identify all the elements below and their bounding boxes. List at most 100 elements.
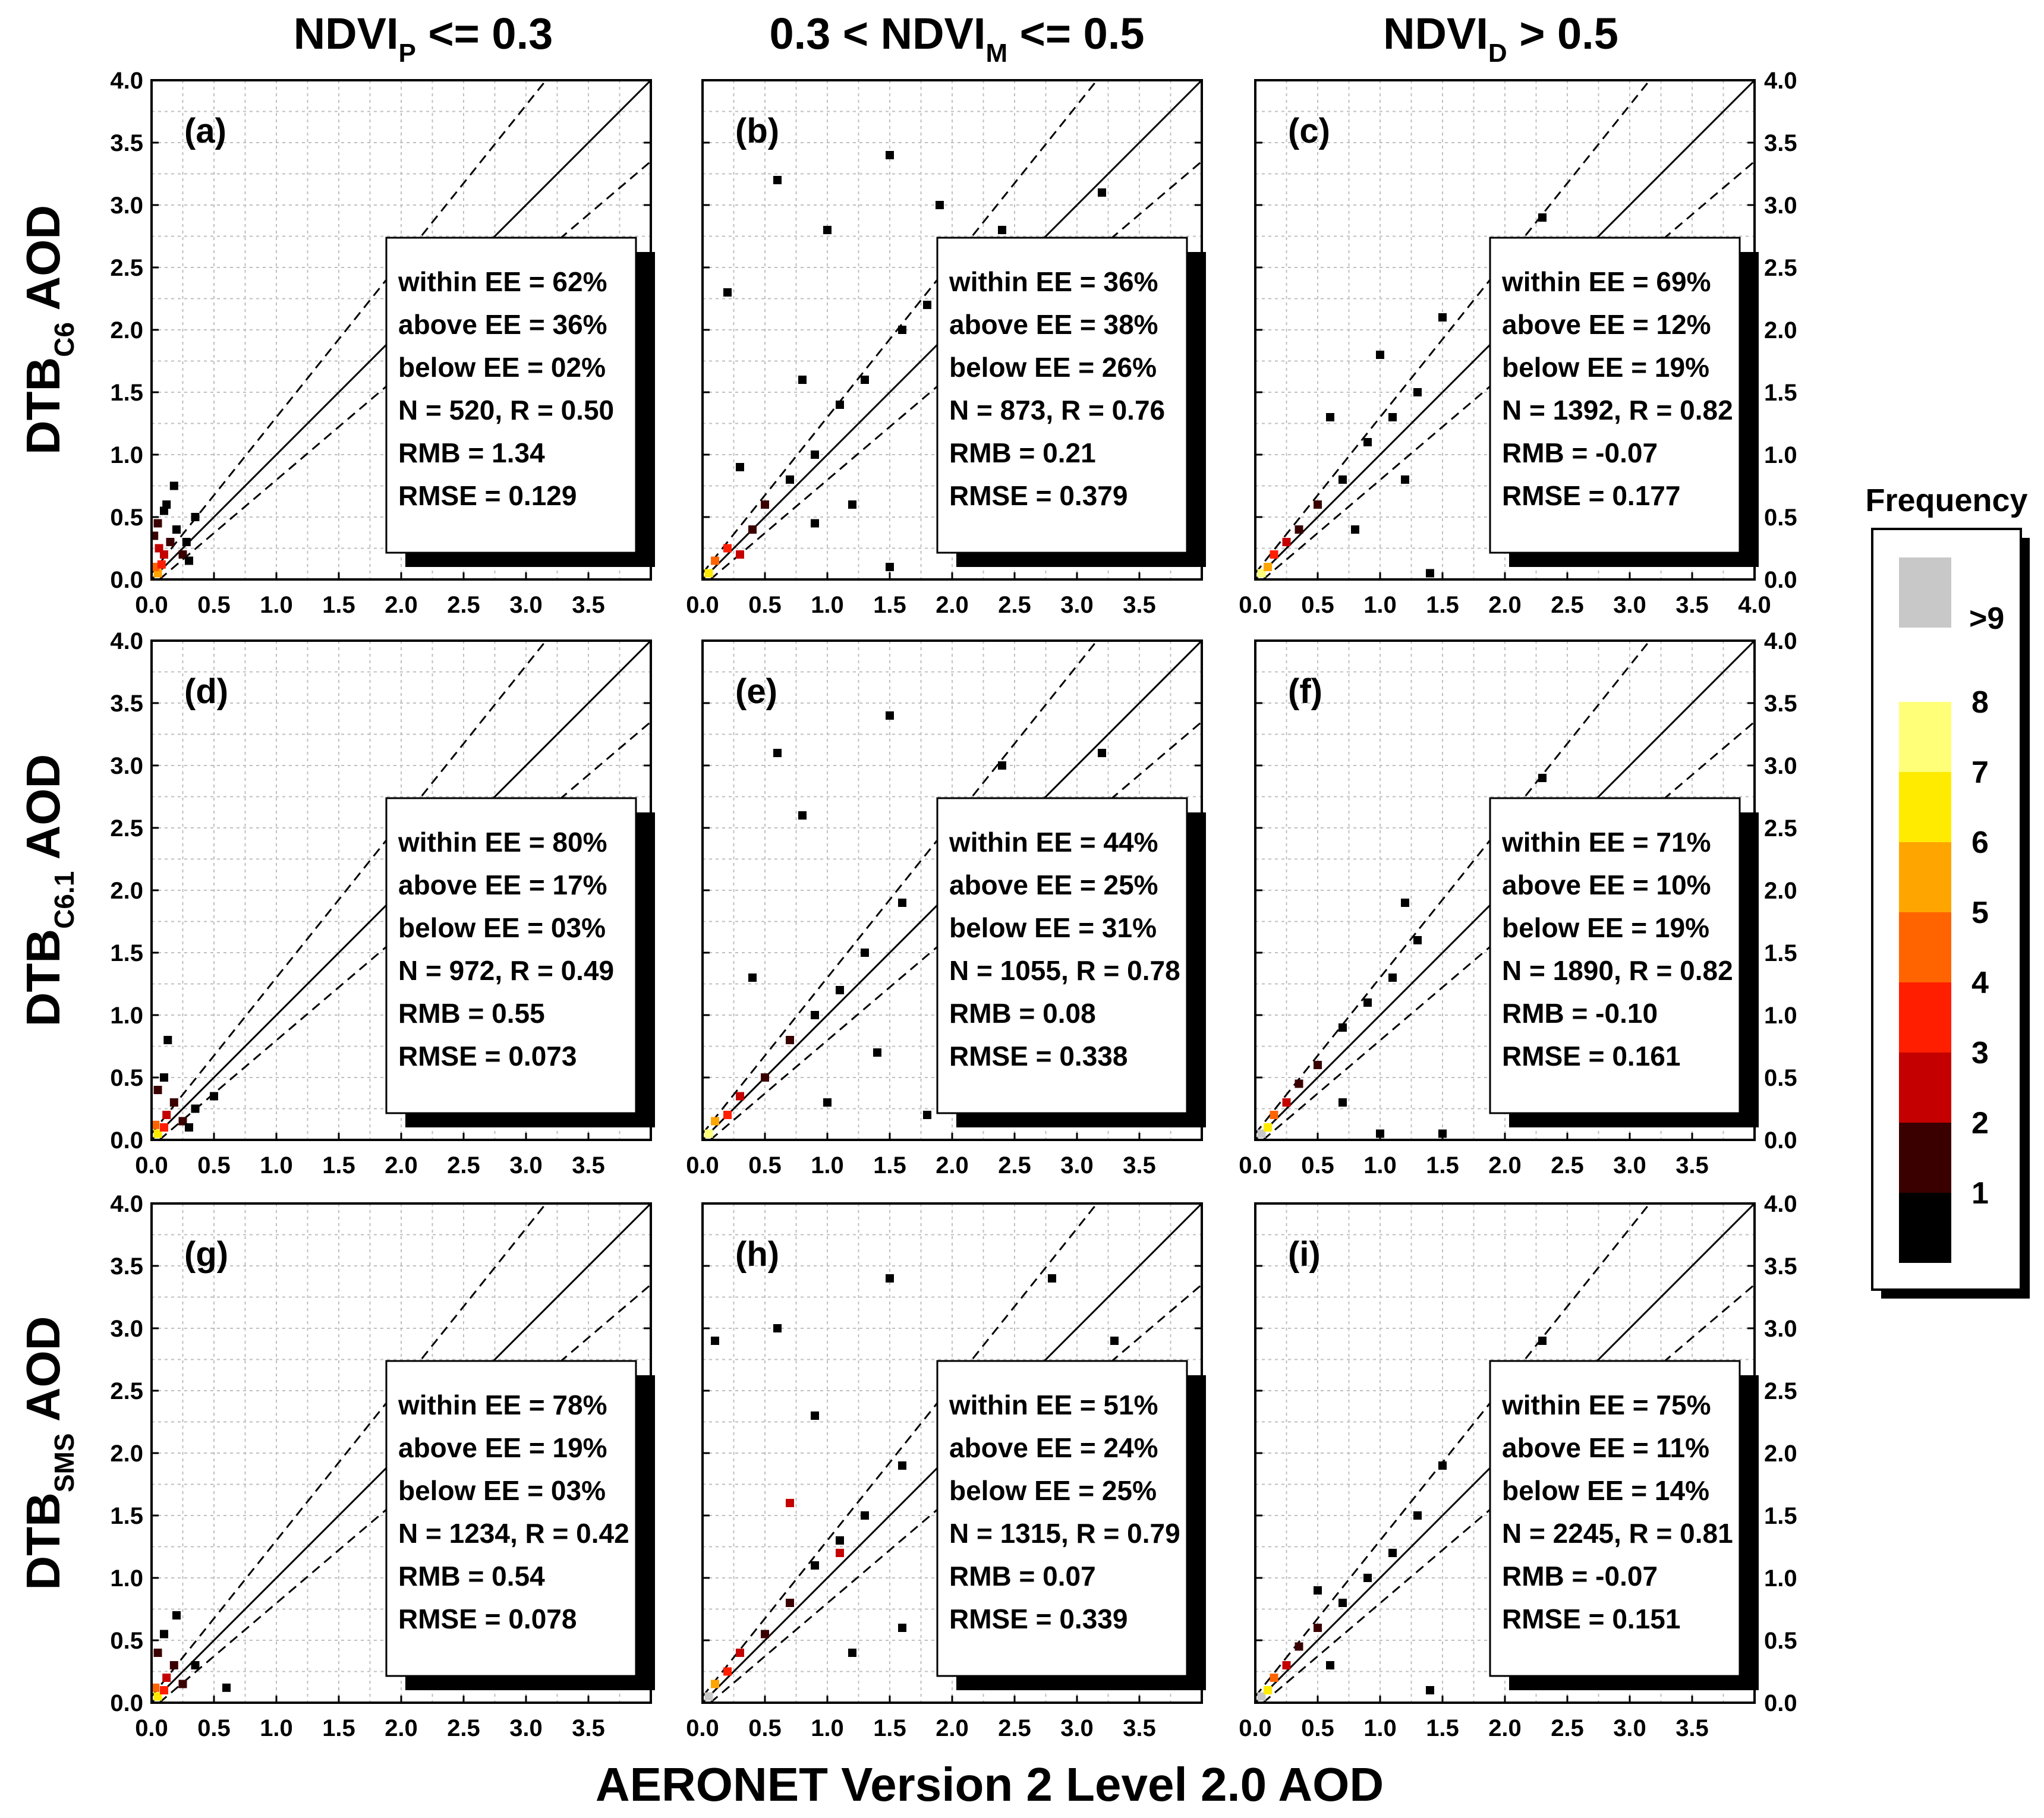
x-tick-label: 0.0 <box>135 1152 168 1179</box>
y-tick-label: 2.5 <box>110 1378 143 1404</box>
y-tick-label: 3.0 <box>110 1316 143 1342</box>
data-point <box>162 1674 171 1682</box>
y-tick-label: 2.5 <box>110 255 143 281</box>
data-point <box>748 973 757 982</box>
x-tick-label: 2.0 <box>385 1715 418 1741</box>
data-point <box>998 761 1006 770</box>
x-tick-label: 1.5 <box>322 1715 355 1741</box>
x-tick-label: 0.0 <box>1239 1152 1272 1179</box>
row-title: DTBC6.1 AOD <box>17 754 80 1027</box>
x-tick-label: 0.5 <box>197 1715 231 1741</box>
ee-upper-line <box>152 641 547 1135</box>
panel: within EE = 36% above EE = 38% below EE = … <box>686 79 1206 618</box>
data-point <box>811 1011 819 1019</box>
y-tick-label-right: 1.0 <box>1764 1565 1797 1592</box>
y-tick-label: 0.5 <box>110 505 143 531</box>
data-point <box>998 226 1006 234</box>
column-title-subscript: D <box>1488 39 1507 68</box>
x-tick-label: 0.0 <box>135 592 168 618</box>
data-point <box>1326 413 1334 421</box>
stats-box <box>936 797 1188 1114</box>
data-point <box>1438 313 1447 322</box>
y-tick-label-right: 3.0 <box>1764 193 1797 219</box>
stats-text: N = 1392, R = 0.82 <box>1502 395 1733 426</box>
x-tick-label: 2.0 <box>1488 592 1522 618</box>
stats-text: RMSE = 0.078 <box>398 1603 577 1634</box>
data-point <box>1295 1642 1303 1651</box>
data-point <box>861 1511 869 1520</box>
data-point <box>1426 1686 1434 1694</box>
data-point <box>1282 1661 1291 1669</box>
x-tick-label: 0.5 <box>197 592 231 618</box>
x-tick-label: 3.0 <box>509 592 543 618</box>
data-point <box>936 201 944 209</box>
x-tick-label: 2.5 <box>998 1152 1031 1179</box>
row-title-subscript: SMS <box>49 1433 80 1492</box>
data-point <box>873 1048 881 1057</box>
stats-box <box>936 1360 1188 1677</box>
stats-box <box>936 237 1188 554</box>
stats-text: RMB = 0.08 <box>949 998 1096 1029</box>
y-tick-label: 4.0 <box>110 628 143 654</box>
stats-box <box>385 237 637 554</box>
data-point <box>185 1123 193 1132</box>
stats-text: RMB = 0.07 <box>949 1561 1096 1592</box>
x-tick-label: 1.0 <box>811 1715 844 1741</box>
data-point <box>162 1111 171 1119</box>
x-tick-label: 1.5 <box>873 1715 906 1741</box>
data-point <box>723 288 732 297</box>
stats-text: below EE = 03% <box>398 912 606 943</box>
data-point <box>1388 1549 1397 1557</box>
stats-text: within EE = 75% <box>1501 1390 1711 1420</box>
stats-text: below EE = 14% <box>1502 1475 1709 1506</box>
stats-text: RMSE = 0.339 <box>949 1603 1127 1634</box>
data-point <box>861 949 869 957</box>
data-point <box>704 1692 713 1701</box>
stats-text: within EE = 51% <box>949 1390 1158 1420</box>
data-point <box>160 1073 168 1082</box>
y-tick-label-right: 3.5 <box>1764 691 1797 717</box>
stats-box <box>1489 1360 1741 1677</box>
column-title-suffix: > 0.5 <box>1507 9 1618 58</box>
data-point <box>1314 1586 1322 1595</box>
y-tick-label: 4.0 <box>110 1191 143 1217</box>
data-point <box>1538 774 1547 782</box>
data-point <box>836 1536 844 1545</box>
y-tick-label-right: 0.5 <box>1764 1628 1797 1654</box>
data-points <box>152 1036 218 1138</box>
stats-text: N = 972, R = 0.49 <box>398 955 614 986</box>
panel-label: (e) <box>735 672 777 711</box>
stats-text: N = 1055, R = 0.78 <box>949 955 1180 986</box>
x-tick-label: 1.0 <box>1363 1152 1397 1179</box>
data-point <box>172 525 181 534</box>
data-point <box>160 1686 168 1694</box>
row-title: DTBC6 AOD <box>17 205 80 455</box>
stats-text: RMSE = 0.161 <box>1502 1041 1680 1072</box>
colorbar-swatch <box>1899 1123 1951 1193</box>
x-tick-label: 1.0 <box>260 592 293 618</box>
data-point <box>1282 538 1291 546</box>
y-tick-label: 3.5 <box>110 691 143 717</box>
data-point <box>898 1461 906 1470</box>
data-point <box>182 538 191 546</box>
x-tick-label: 2.0 <box>936 1152 969 1179</box>
data-point <box>169 1661 178 1669</box>
x-tick-label: 1.5 <box>873 1152 906 1179</box>
y-tick-label-right: 1.0 <box>1764 1003 1797 1029</box>
data-point <box>169 481 178 490</box>
data-point <box>923 1111 931 1119</box>
panel-label: (h) <box>735 1235 779 1274</box>
x-tick-label: 2.5 <box>998 1715 1031 1741</box>
y-tick-label-right: 0.0 <box>1764 567 1797 593</box>
stats-box <box>1489 797 1741 1114</box>
x-tick-label: 0.5 <box>1301 1152 1334 1179</box>
data-point <box>166 538 175 546</box>
x-tick-label: 0.0 <box>686 1152 719 1179</box>
data-point <box>811 519 819 528</box>
data-point <box>1426 569 1434 578</box>
data-point <box>153 1086 162 1094</box>
x-tick-label: 0.5 <box>197 1152 231 1179</box>
y-tick-label-right: 0.0 <box>1764 1690 1797 1716</box>
stats-text: N = 873, R = 0.76 <box>949 395 1165 426</box>
